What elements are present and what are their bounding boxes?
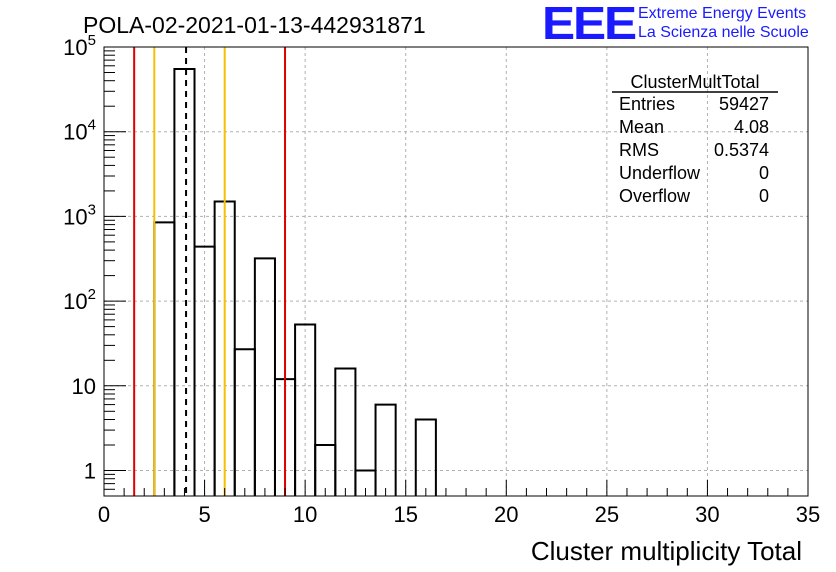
y-tick-label-exponent: 3: [88, 201, 96, 218]
x-tick-label: 20: [494, 502, 518, 527]
plot-title: POLA-02-2021-01-13-442931871: [83, 12, 426, 38]
histogram-bin: [414, 418, 437, 496]
y-tick-label: 103: [63, 201, 96, 229]
y-tick-label: 105: [63, 32, 96, 60]
x-tick-label: 0: [98, 502, 110, 527]
stats-row-value: 4.08: [734, 117, 769, 137]
y-tick-label-exponent: 5: [88, 32, 96, 49]
y-tick-label: 102: [63, 286, 96, 314]
histogram-bars: [153, 67, 437, 496]
x-axis-title: Cluster multiplicity Total: [531, 536, 802, 566]
histogram-bin: [334, 367, 357, 496]
y-tick-label-base: 10: [63, 289, 87, 314]
x-tick-label: 30: [695, 502, 719, 527]
y-tick-label-base: 10: [63, 35, 87, 60]
x-tick-label: 25: [595, 502, 619, 527]
stats-row-value: 0: [759, 163, 769, 183]
grid-lines: [104, 47, 808, 496]
y-tick-label: 104: [63, 117, 96, 145]
x-tick-label: 15: [393, 502, 417, 527]
stats-row-label: Entries: [619, 94, 675, 114]
stats-box-title: ClusterMultTotal: [630, 72, 759, 92]
y-tick-label: 10: [72, 374, 96, 399]
histogram-bin: [173, 67, 196, 496]
x-tick-label: 35: [796, 502, 820, 527]
x-tick-label: 5: [198, 502, 210, 527]
y-tick-label-exponent: 4: [88, 117, 96, 134]
stats-row-label: Underflow: [619, 163, 701, 183]
histogram-bin: [253, 257, 276, 496]
y-tick-label-base: 10: [63, 204, 87, 229]
eee-logo-line2: La Scienza nelle Scuole: [638, 24, 809, 41]
y-tick-label-exponent: 2: [88, 286, 96, 303]
stats-row-value: 0: [759, 186, 769, 206]
stats-row-label: RMS: [619, 140, 659, 160]
x-tick-label: 10: [293, 502, 317, 527]
y-tick-label-base: 10: [63, 120, 87, 145]
eee-logo-line1: Extreme Energy Events: [638, 5, 807, 22]
stats-row-label: Overflow: [619, 186, 691, 206]
axis-ticks: [103, 46, 809, 497]
histogram-bin: [294, 323, 317, 496]
stats-row-value: 59427: [719, 94, 769, 114]
histogram-bin: [233, 348, 256, 496]
stats-row-label: Mean: [619, 117, 664, 137]
eee-logo: EEE: [542, 0, 637, 49]
stats-row-value: 0.5374: [714, 140, 769, 160]
histogram-bin: [374, 403, 397, 496]
marker-lines: [133, 47, 287, 496]
eee-logo-caption: Extreme Energy Events La Scienza nelle S…: [638, 4, 809, 42]
x-tick-labels: 0 5 10 15 20 25 30 35: [98, 502, 820, 527]
plot-frame: [103, 46, 809, 497]
histogram-bin: [153, 221, 176, 496]
y-tick-label: 1: [84, 459, 96, 484]
